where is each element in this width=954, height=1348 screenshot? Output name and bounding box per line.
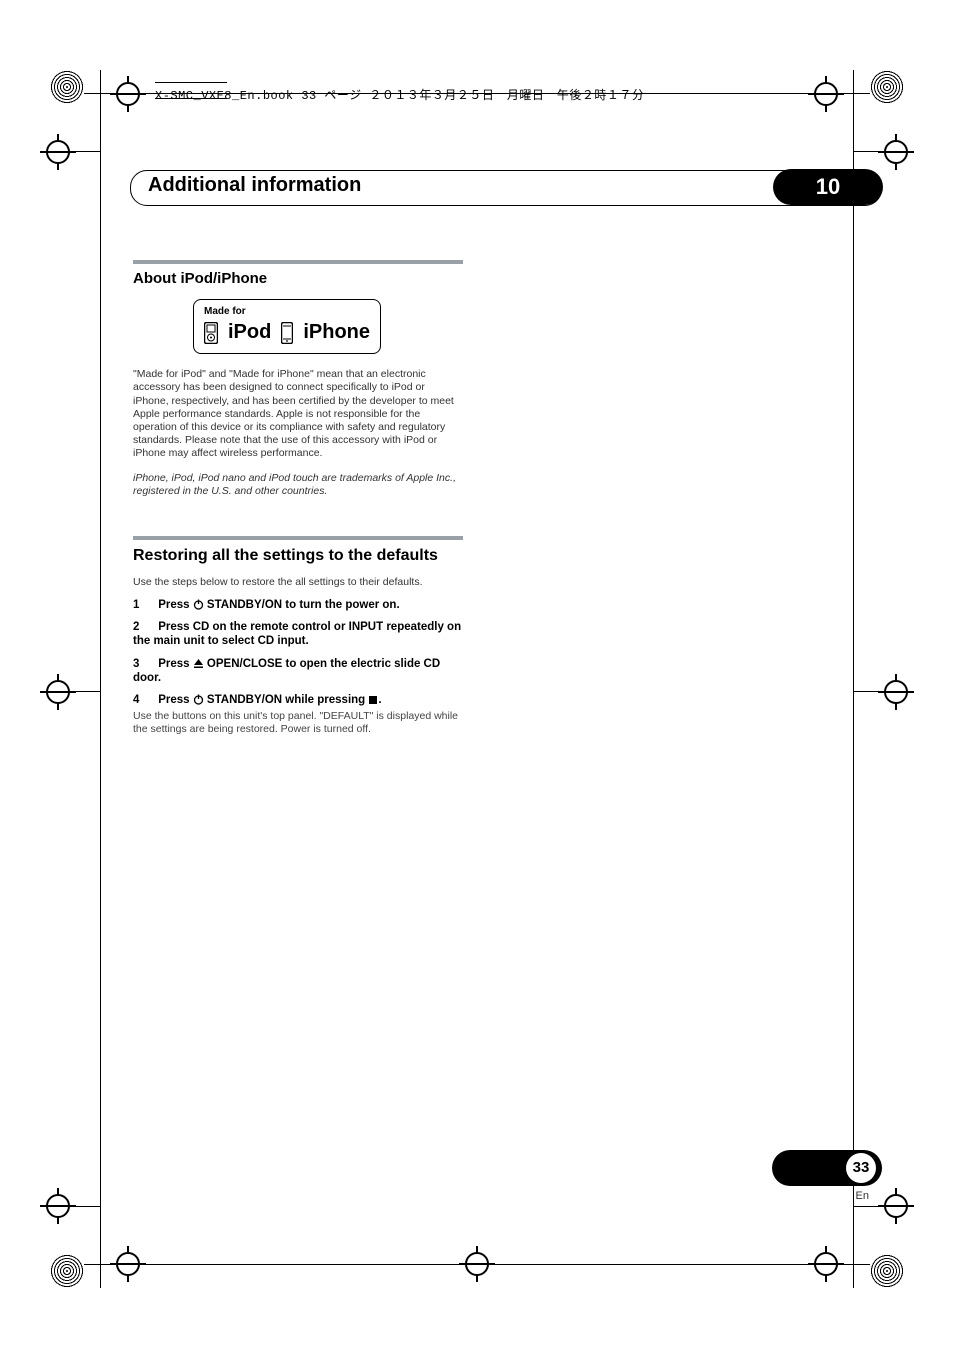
step-4-mid: STANDBY/ON while pressing	[204, 694, 369, 706]
regmark-cross	[46, 140, 70, 164]
ipod-para-2: iPhone, iPod, iPod nano and iPod touch a…	[133, 472, 463, 498]
regmark-ring	[870, 1254, 904, 1288]
mfi-badge-top: Made for	[204, 306, 370, 319]
step-2: 2 Press CD on the remote control or INPU…	[133, 620, 463, 649]
crop-line	[854, 151, 894, 152]
step-1: 1 Press STANDBY/ON to turn the power on.	[133, 598, 463, 612]
iphone-icon	[281, 322, 293, 344]
meta-underline	[155, 98, 227, 99]
regmark-ring	[50, 70, 84, 104]
crop-line	[854, 691, 894, 692]
step-2-text: Press CD on the remote control or INPUT …	[133, 621, 461, 647]
mfi-badge: Made for iPod iPhone	[193, 299, 381, 355]
power-icon	[193, 599, 204, 610]
chapter-title: Additional information	[148, 174, 361, 197]
stop-icon	[368, 695, 378, 705]
section-title-ipod: About iPod/iPhone	[133, 270, 463, 289]
regmark-cross	[884, 680, 908, 704]
chapter-number: 10	[773, 169, 883, 205]
step-4-body: Use the buttons on this unit's top panel…	[133, 710, 463, 736]
crop-line	[100, 70, 101, 1288]
crop-line	[60, 691, 100, 692]
regmark-ring	[870, 70, 904, 104]
regmark-cross	[814, 82, 838, 106]
step-4: 4 Press STANDBY/ON while pressing .	[133, 693, 463, 707]
section-title-restore: Restoring all the settings to the defaul…	[133, 546, 463, 566]
ipod-para-1: "Made for iPod" and "Made for iPhone" me…	[133, 368, 463, 460]
regmark-cross	[116, 82, 140, 106]
page-number: 33	[846, 1153, 876, 1183]
crop-line	[853, 70, 854, 1288]
ipod-icon	[204, 322, 218, 344]
page-number-pill: 33	[772, 1150, 882, 1186]
eject-icon	[193, 658, 204, 669]
step-1-post: STANDBY/ON to turn the power on.	[204, 599, 400, 611]
chapter-header: Additional information 10	[130, 170, 882, 204]
section-rule	[133, 536, 463, 540]
crop-line	[84, 1264, 870, 1265]
page-lang: En	[856, 1190, 869, 1202]
section-rule	[133, 260, 463, 264]
step-3-pre: Press	[158, 658, 193, 670]
regmark-ring	[50, 1254, 84, 1288]
mfi-iphone-label: iPhone	[303, 320, 370, 345]
step-3: 3 Press OPEN/CLOSE to open the electric …	[133, 657, 463, 686]
mfi-ipod-label: iPod	[228, 320, 271, 345]
step-4-pre: Press	[158, 694, 193, 706]
print-meta-line: X-SMC_VXE8_En.book 33 ページ ２０１３年３月２５日 月曜日…	[155, 86, 644, 103]
content-column: About iPod/iPhone Made for iPod iPhone "…	[133, 260, 463, 742]
meta-overline	[155, 82, 227, 83]
crop-line	[60, 151, 100, 152]
regmark-cross	[46, 680, 70, 704]
step-1-pre: Press	[158, 599, 193, 611]
power-icon	[193, 694, 204, 705]
step-4-post: .	[378, 694, 381, 706]
crop-line	[854, 1206, 894, 1207]
crop-line	[60, 1206, 100, 1207]
restore-intro: Use the steps below to restore the all s…	[133, 576, 463, 589]
regmark-cross	[884, 140, 908, 164]
